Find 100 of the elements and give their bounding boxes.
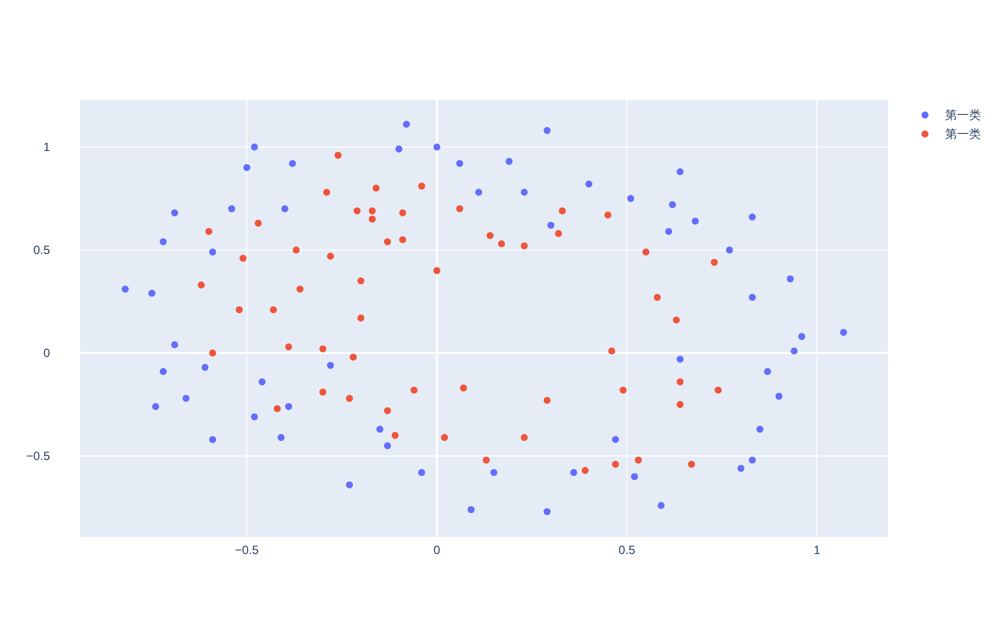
point <box>160 368 167 376</box>
point <box>285 403 292 410</box>
point <box>486 232 494 240</box>
point <box>209 436 216 444</box>
point <box>402 120 410 128</box>
y-tick-label: −0.5 <box>26 449 50 464</box>
point <box>748 294 756 301</box>
point <box>676 168 684 176</box>
point <box>281 205 288 212</box>
point <box>346 481 353 488</box>
y-tick-label: 0 <box>43 346 50 360</box>
point <box>475 188 482 196</box>
point <box>171 341 178 348</box>
point <box>520 434 528 441</box>
point <box>688 460 696 468</box>
point <box>582 466 589 474</box>
point <box>460 384 467 392</box>
point <box>498 240 505 248</box>
point <box>182 394 190 402</box>
point <box>737 464 744 472</box>
point <box>790 347 798 354</box>
point <box>676 378 684 386</box>
point <box>209 350 216 357</box>
point <box>410 386 418 394</box>
point <box>368 207 376 214</box>
point <box>376 426 384 433</box>
point <box>205 228 212 235</box>
point <box>384 407 391 414</box>
point <box>547 222 554 229</box>
point <box>250 413 258 420</box>
point <box>326 362 334 369</box>
point <box>608 347 616 354</box>
point <box>482 456 490 464</box>
point <box>520 242 528 250</box>
point <box>292 246 300 254</box>
point <box>152 403 160 410</box>
point <box>676 401 684 408</box>
point <box>354 207 361 214</box>
point <box>798 333 806 340</box>
point <box>676 356 684 363</box>
point <box>654 294 661 301</box>
point <box>665 228 672 235</box>
x-tick-label: 0 <box>434 543 441 557</box>
point <box>209 248 216 256</box>
point <box>672 316 680 324</box>
x-tick-label: −0.5 <box>234 543 260 557</box>
point <box>456 160 464 167</box>
point <box>558 207 566 214</box>
point <box>240 254 247 262</box>
point <box>544 396 551 404</box>
point <box>243 164 250 172</box>
point <box>228 205 236 212</box>
x-tick-label: 1 <box>814 543 821 557</box>
point <box>254 220 262 227</box>
point <box>122 286 129 293</box>
point <box>418 469 426 476</box>
point <box>620 386 627 394</box>
point <box>554 230 562 238</box>
point <box>296 286 304 293</box>
point <box>669 201 676 208</box>
point <box>334 152 342 159</box>
point <box>544 127 551 134</box>
point <box>285 343 292 350</box>
point <box>642 248 650 256</box>
point <box>840 328 848 336</box>
point <box>764 368 772 376</box>
point <box>236 306 243 314</box>
point <box>692 218 699 225</box>
point <box>585 180 592 188</box>
point <box>384 442 391 450</box>
point <box>202 364 209 371</box>
point <box>714 386 722 394</box>
point <box>490 469 498 476</box>
point <box>319 388 326 396</box>
point <box>456 205 464 212</box>
point <box>775 392 782 400</box>
point <box>468 506 475 514</box>
point <box>612 460 619 468</box>
point <box>288 160 296 167</box>
point <box>710 258 718 266</box>
point <box>544 508 551 516</box>
point <box>395 146 402 153</box>
point <box>520 188 528 196</box>
point <box>440 434 448 441</box>
point <box>748 214 756 221</box>
point <box>506 158 513 165</box>
x-tick-label: 0.5 <box>618 543 636 557</box>
point <box>612 436 619 444</box>
point <box>384 238 391 246</box>
point <box>570 469 578 476</box>
point <box>274 405 281 412</box>
point <box>357 314 364 322</box>
point <box>278 434 285 441</box>
point <box>748 456 756 464</box>
point <box>631 473 638 480</box>
point <box>399 236 406 244</box>
point <box>627 194 634 202</box>
point <box>346 394 353 402</box>
point <box>418 182 426 190</box>
point <box>392 432 399 439</box>
